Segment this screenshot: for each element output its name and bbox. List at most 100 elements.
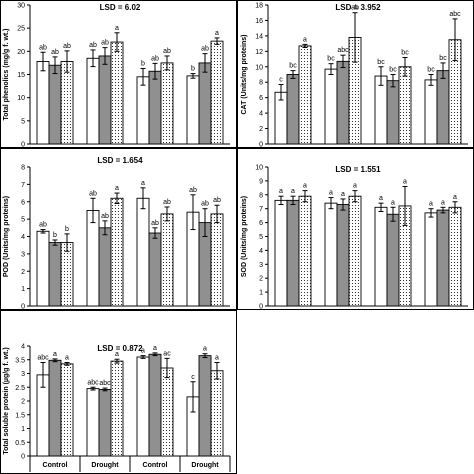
bar	[148, 353, 162, 457]
y-tick-label: 2	[21, 269, 25, 276]
significance-letter: a	[303, 183, 307, 190]
y-tick-label: 1	[21, 286, 25, 293]
panel-frame	[0, 0, 237, 148]
bar	[198, 355, 212, 457]
y-tick-label: 2	[259, 276, 263, 283]
y-tick-label: 2	[259, 126, 263, 133]
bar	[86, 388, 100, 457]
significance-letter: c	[191, 374, 195, 381]
bar	[348, 195, 362, 307]
y-tick-label: 3	[21, 251, 25, 258]
y-axis-label: POD (Units/mg proteins)	[3, 196, 10, 277]
significance-letter: a	[215, 355, 219, 362]
bar	[98, 389, 112, 457]
bar	[386, 80, 400, 145]
bar	[86, 57, 100, 145]
significance-letter: a	[115, 25, 119, 32]
bar	[448, 206, 462, 307]
bar	[86, 209, 100, 307]
significance-letter: a	[279, 188, 283, 195]
bar	[436, 209, 450, 307]
bar	[36, 230, 50, 307]
bar	[398, 66, 412, 145]
y-tick-label: 2	[21, 399, 25, 406]
bar	[60, 242, 74, 307]
y-tick-label: 0	[21, 142, 25, 149]
significance-letter: ab	[189, 187, 197, 194]
significance-letter: a	[153, 345, 157, 352]
significance-letter: a	[65, 355, 69, 362]
bar	[48, 242, 62, 307]
significance-letter: a	[353, 183, 357, 190]
significance-letter: ab	[89, 190, 97, 197]
y-axis-label: SOD (Units/mg proteins)	[241, 196, 248, 277]
significance-letter: abc	[37, 355, 49, 362]
y-tick-label: 1	[259, 290, 263, 297]
bar	[160, 213, 174, 307]
bar	[48, 359, 62, 457]
chart-panel-2: 0 2 4 6 8 10 12 14 16 18 CAT (Units/mg proteins) LS…	[237, 0, 474, 149]
y-tick-label: 30	[17, 3, 25, 10]
y-tick-label: 5	[21, 217, 25, 224]
y-tick-label: 4	[259, 248, 263, 255]
significance-letter: bc	[389, 67, 397, 74]
bar	[48, 64, 62, 145]
bar	[136, 356, 150, 457]
significance-letter: ab	[63, 43, 71, 50]
y-tick-label: 18	[255, 3, 263, 10]
bar	[60, 363, 74, 457]
significance-letter: b	[53, 232, 57, 239]
significance-letter: ab	[151, 220, 159, 227]
y-tick-label: 12	[255, 49, 263, 56]
bar	[160, 62, 174, 145]
significance-letter: abc	[449, 11, 461, 18]
bar	[424, 79, 438, 145]
bar	[286, 199, 300, 307]
y-tick-label: 7	[21, 182, 25, 189]
bar	[210, 370, 224, 457]
bar	[336, 204, 350, 307]
significance-letter: b	[191, 66, 195, 73]
significance-letter: a	[391, 199, 395, 206]
bar	[210, 40, 224, 145]
significance-letter: a	[441, 199, 445, 206]
y-axis-label: Total soluble protein (µg/g f. wt.)	[3, 347, 10, 454]
significance-letter: ab	[39, 222, 47, 229]
y-tick-label: 0	[21, 304, 25, 311]
lsd-label: LSD = 0.872	[97, 344, 143, 353]
bar	[148, 70, 162, 145]
bar	[210, 213, 224, 307]
significance-letter: ac	[163, 350, 171, 357]
y-tick-label: 6	[259, 220, 263, 227]
bar	[336, 60, 350, 145]
bar	[424, 212, 438, 307]
bar	[298, 195, 312, 307]
y-tick-label: 25	[17, 26, 25, 33]
bar	[110, 41, 124, 145]
y-tick-label: 10	[17, 95, 25, 102]
y-tick-label: 0.5	[15, 440, 25, 447]
significance-letter: abc	[99, 380, 111, 387]
significance-letter: ab	[201, 46, 209, 53]
y-axis-label: Total phenolics (mg/g f. wt.)	[3, 28, 10, 120]
significance-letter: b	[65, 226, 69, 233]
bar	[110, 197, 124, 307]
y-tick-label: 8	[259, 192, 263, 199]
y-axis-label: CAT (Units/mg proteins)	[241, 35, 248, 115]
bar	[160, 367, 174, 457]
significance-letter: a	[115, 351, 119, 358]
y-tick-label: 6	[21, 199, 25, 206]
y-tick-label: 4	[21, 234, 25, 241]
y-tick-label: 8	[21, 165, 25, 172]
significance-letter: abc	[87, 379, 99, 386]
significance-letter: a	[115, 185, 119, 192]
y-tick-label: 6	[259, 95, 263, 102]
bar	[148, 232, 162, 307]
bar	[98, 55, 112, 145]
significance-letter: ab	[351, 5, 359, 12]
bar	[286, 74, 300, 145]
significance-letter: a	[453, 194, 457, 201]
y-tick-label: 0	[259, 304, 263, 311]
x-category-label: Control	[143, 462, 168, 469]
significance-letter: bc	[327, 56, 335, 63]
